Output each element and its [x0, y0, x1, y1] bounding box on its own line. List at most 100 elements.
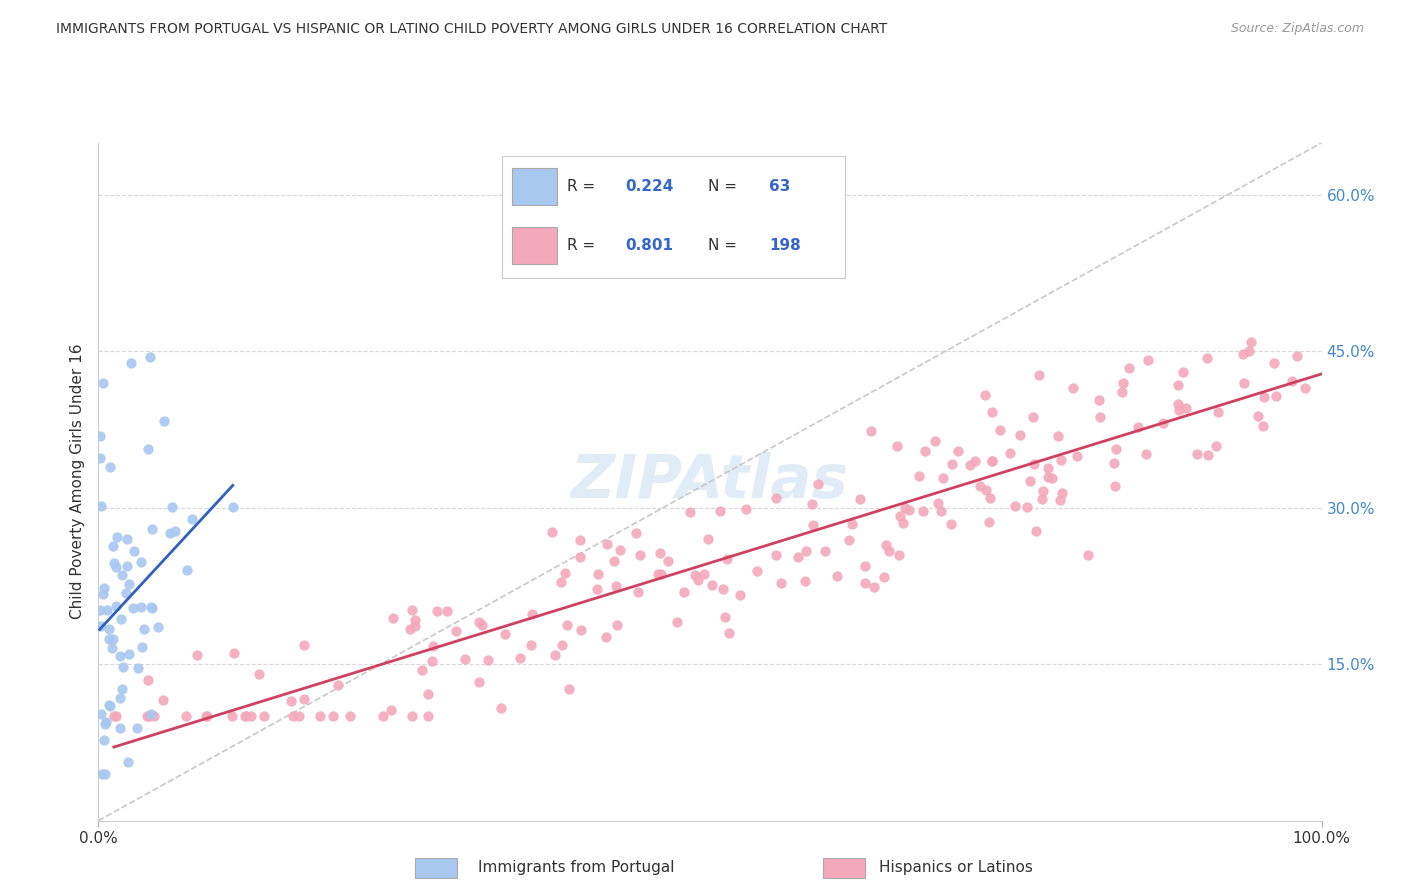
Point — [404, 619, 426, 633]
Point — [595, 630, 617, 644]
Point — [1251, 419, 1274, 434]
Point — [825, 569, 848, 583]
Point — [125, 722, 148, 736]
Point — [853, 575, 876, 590]
Point — [1019, 474, 1042, 488]
Point — [1175, 401, 1198, 416]
Point — [115, 586, 138, 600]
Point — [628, 549, 651, 563]
Point — [979, 491, 1001, 506]
Point — [186, 648, 208, 662]
Point — [153, 414, 176, 428]
Point — [160, 500, 183, 515]
Point — [98, 623, 121, 637]
Point — [807, 476, 830, 491]
Point — [980, 454, 1002, 468]
Point — [239, 709, 262, 723]
Point — [94, 766, 117, 780]
Point — [941, 517, 963, 532]
Point — [89, 603, 111, 617]
Point — [735, 502, 758, 516]
Point — [889, 509, 911, 524]
Point — [163, 524, 186, 538]
Point — [558, 682, 581, 697]
Point — [96, 715, 118, 730]
Point — [94, 717, 117, 731]
Point — [371, 709, 394, 723]
Point — [1088, 409, 1111, 424]
Point — [420, 654, 443, 668]
Point — [988, 423, 1011, 437]
Point — [765, 491, 787, 506]
Point — [422, 639, 444, 653]
Point — [1025, 524, 1047, 538]
Text: IMMIGRANTS FROM PORTUGAL VS HISPANIC OR LATINO CHILD POVERTY AMONG GIRLS UNDER 1: IMMIGRANTS FROM PORTUGAL VS HISPANIC OR … — [56, 22, 887, 37]
Point — [1112, 376, 1135, 390]
Point — [141, 522, 163, 536]
Point — [1263, 356, 1285, 370]
Point — [138, 350, 160, 364]
Point — [650, 566, 672, 581]
Point — [117, 559, 139, 574]
Point — [138, 442, 160, 457]
Point — [138, 709, 160, 723]
Point — [1126, 420, 1149, 434]
Text: Immigrants from Portugal: Immigrants from Portugal — [478, 860, 675, 874]
Point — [908, 469, 931, 483]
Point — [471, 618, 494, 632]
Point — [801, 518, 824, 533]
Point — [1152, 417, 1174, 431]
Point — [716, 551, 738, 566]
Point — [89, 429, 111, 443]
Point — [793, 574, 815, 589]
Point — [111, 568, 134, 582]
Point — [974, 388, 997, 402]
Point — [100, 698, 122, 713]
Point — [841, 517, 863, 532]
Point — [98, 632, 121, 646]
Point — [666, 615, 689, 629]
Point — [1167, 397, 1189, 411]
Point — [1285, 349, 1308, 363]
Point — [520, 638, 543, 652]
Point — [142, 709, 165, 723]
Point — [108, 690, 131, 705]
Point — [557, 618, 579, 632]
Point — [1240, 335, 1263, 350]
Point — [624, 526, 647, 541]
Point — [770, 576, 793, 591]
Point — [853, 559, 876, 574]
Point — [1167, 403, 1189, 417]
Point — [103, 556, 125, 570]
Point — [104, 599, 127, 614]
Point — [103, 709, 125, 723]
Point — [93, 582, 115, 596]
Point — [606, 618, 628, 632]
Point — [309, 709, 332, 723]
Point — [418, 709, 440, 723]
Point — [686, 573, 709, 587]
Point — [195, 709, 218, 723]
Point — [105, 530, 128, 544]
Point — [544, 648, 567, 663]
Point — [886, 438, 908, 452]
Point — [103, 539, 125, 553]
Point — [121, 600, 143, 615]
Point — [467, 615, 489, 629]
Point — [980, 453, 1002, 467]
Point — [105, 709, 128, 723]
Point — [959, 458, 981, 472]
Point — [90, 499, 112, 513]
Point — [647, 566, 669, 581]
Point — [941, 458, 963, 472]
Point — [551, 638, 574, 652]
Point — [891, 516, 914, 530]
Point — [711, 582, 734, 596]
Point — [176, 563, 198, 577]
Point — [1232, 346, 1254, 360]
Point — [969, 479, 991, 493]
Point — [100, 640, 122, 655]
Point — [1205, 439, 1227, 453]
Point — [111, 660, 134, 674]
Text: Source: ZipAtlas.com: Source: ZipAtlas.com — [1230, 22, 1364, 36]
